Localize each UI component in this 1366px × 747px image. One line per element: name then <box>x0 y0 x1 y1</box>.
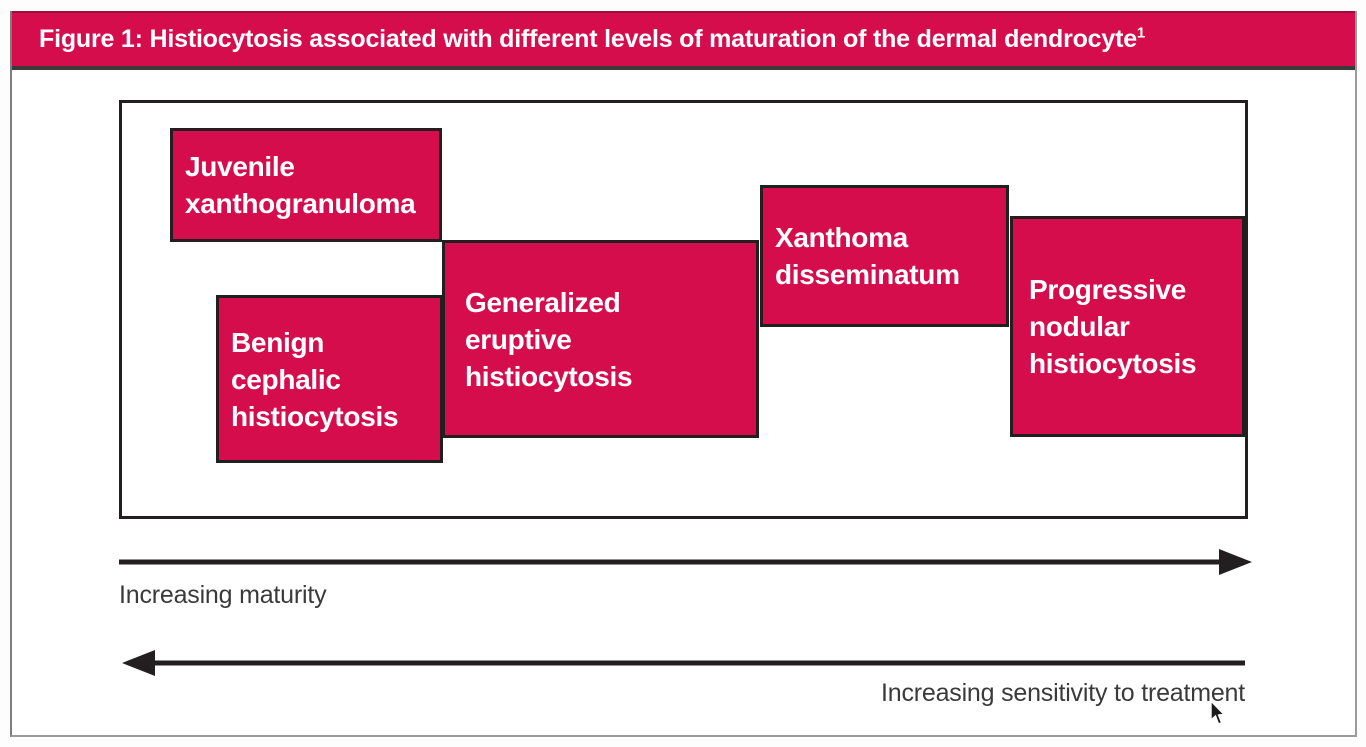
box-xanthoma-disseminatum-label: Xanthoma disseminatum <box>775 222 960 290</box>
box-juvenile-xanthogranuloma: Juvenile xanthogranuloma <box>170 128 442 242</box>
box-generalized-eruptive-histiocytosis-label: Generalized eruptive histiocytosis <box>465 286 633 392</box>
figure-title-text: Figure 1: Histiocytosis associated with … <box>39 25 1137 53</box>
box-juvenile-xanthogranuloma-label: Juvenile xanthogranuloma <box>185 151 416 219</box>
maturity-arrow-right-icon <box>119 549 1252 575</box>
box-progressive-nodular-histiocytosis: Progressive nodular histiocytosis <box>1010 216 1245 437</box>
figure-title-bar: Figure 1: Histiocytosis associated with … <box>12 11 1355 70</box>
sensitivity-arrow-left-icon <box>122 650 1245 676</box>
box-benign-cephalic-histiocytosis: Benign cephalic histiocytosis <box>216 295 443 463</box>
box-xanthoma-disseminatum: Xanthoma disseminatum <box>760 185 1009 327</box>
box-generalized-eruptive-histiocytosis: Generalized eruptive histiocytosis <box>442 240 759 438</box>
maturity-axis-label: Increasing maturity <box>119 581 327 609</box>
box-progressive-nodular-histiocytosis-label: Progressive nodular histiocytosis <box>1029 274 1197 379</box>
figure-title-reference: 1 <box>1136 24 1146 42</box>
maturation-diagram-frame: Juvenile xanthogranuloma Benign cephalic… <box>119 100 1248 519</box>
box-benign-cephalic-histiocytosis-label: Benign cephalic histiocytosis <box>231 326 399 432</box>
figure-page: Figure 1: Histiocytosis associated with … <box>10 11 1357 737</box>
mouse-cursor-icon <box>1210 701 1226 725</box>
figure-title: Figure 1: Histiocytosis associated with … <box>12 25 1145 54</box>
sensitivity-axis-label: Increasing sensitivity to treatment <box>881 679 1245 707</box>
